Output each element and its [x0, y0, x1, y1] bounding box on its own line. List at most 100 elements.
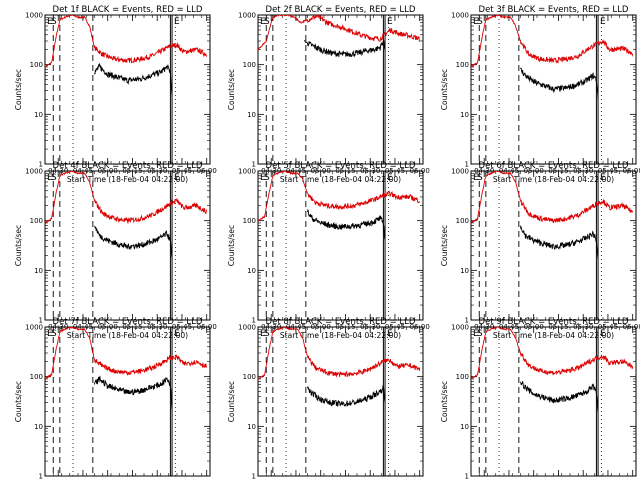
lld-series-line [258, 171, 421, 222]
plot-frame [44, 14, 211, 165]
y-axis-label: Counts/sec [440, 225, 449, 266]
y-tick-label: 100 [456, 373, 469, 381]
event-marker-label: E [387, 173, 393, 183]
event-marker-label: S [264, 329, 270, 339]
events-series-line [520, 67, 599, 101]
event-marker-label: E [260, 329, 266, 339]
y-tick-label: 1000 [451, 168, 469, 176]
plot-frame [44, 326, 211, 477]
y-tick-label: 100 [243, 61, 256, 69]
y-tick-label: 100 [456, 61, 469, 69]
event-marker-label: S [477, 173, 483, 183]
event-marker-label: E [47, 329, 53, 339]
lld-series-line [45, 327, 208, 380]
y-tick-label: 100 [30, 61, 43, 69]
event-marker-label: E [600, 329, 606, 339]
panel-title: Det 4f BLACK = Events, RED = LLD [53, 161, 203, 171]
event-marker-label: E [260, 173, 266, 183]
y-axis-label: Counts/sec [440, 381, 449, 422]
y-tick-label: 1000 [25, 12, 43, 20]
y-tick-label: 1 [252, 161, 256, 169]
y-tick-label: 1 [39, 317, 43, 325]
event-marker-label: E [473, 329, 479, 339]
y-tick-label: 1 [39, 161, 43, 169]
event-marker-label: S [264, 17, 270, 27]
detector-panel-9: Det 9f BLACK = Events, RED = LLD 1 10 100 10… [440, 317, 640, 480]
y-tick-label: 100 [243, 217, 256, 225]
y-tick-label: 100 [30, 217, 43, 225]
event-marker-label: S [51, 329, 57, 339]
y-tick-label: 10 [34, 267, 43, 275]
y-tick-label: 10 [460, 267, 469, 275]
y-axis-label: Counts/sec [227, 69, 236, 110]
events-series-line [520, 225, 599, 260]
y-tick-label: 1000 [238, 12, 256, 20]
y-tick-label: 10 [34, 423, 43, 431]
y-axis-label: Counts/sec [14, 69, 23, 110]
y-axis-label: Counts/sec [14, 381, 23, 422]
events-series-line [303, 40, 386, 58]
events-series-line [94, 375, 173, 413]
panel-title: Det 5f BLACK = Events, RED = LLD [266, 161, 416, 171]
plot-frame [257, 326, 424, 477]
panel-title: Det 1f BLACK = Events, RED = LLD [53, 5, 203, 15]
event-marker-label: S [51, 17, 57, 27]
y-tick-label: 1000 [451, 12, 469, 20]
events-series-line [307, 208, 386, 241]
y-tick-label: 1000 [25, 324, 43, 332]
event-marker-label: E [174, 329, 180, 339]
detector-panel-7: Det 7f BLACK = Events, RED = LLD 1 10 100 10… [14, 317, 217, 480]
plot-frame [257, 170, 424, 321]
y-tick-label: 10 [247, 111, 256, 119]
y-tick-label: 1000 [238, 168, 256, 176]
x-axis-label: Start Time (18-Feb-04 04:22:00) [493, 175, 614, 184]
event-marker-label: S [477, 329, 483, 339]
y-tick-label: 10 [247, 423, 256, 431]
y-tick-label: 1000 [451, 324, 469, 332]
event-marker-label: E [600, 17, 606, 27]
panel-title: Det 2f BLACK = Events, RED = LLD [266, 5, 416, 15]
event-marker-label: E [600, 173, 606, 183]
x-axis-label: Start Time (18-Feb-04 04:22:00) [493, 331, 614, 340]
event-marker-label: E [47, 17, 53, 27]
lld-series-line [258, 327, 421, 380]
y-tick-label: 1 [252, 317, 256, 325]
y-tick-label: 100 [456, 217, 469, 225]
y-axis-label: Counts/sec [227, 381, 236, 422]
y-tick-label: 10 [460, 111, 469, 119]
event-marker-label: E [473, 173, 479, 183]
panel-title: Det 7f BLACK = Events, RED = LLD [53, 317, 203, 327]
x-axis-label: Start Time (18-Feb-04 04:22:00) [280, 331, 401, 340]
event-marker-label: E [174, 17, 180, 27]
y-tick-label: 1 [465, 161, 469, 169]
lld-series-line [471, 327, 634, 380]
y-tick-label: 1 [465, 473, 469, 480]
y-tick-label: 100 [30, 373, 43, 381]
lld-series-line [258, 15, 421, 51]
event-marker-label: S [51, 173, 57, 183]
event-marker-label: E [387, 17, 393, 27]
event-marker-label: E [260, 17, 266, 27]
plot-frame [257, 14, 424, 165]
y-tick-label: 10 [247, 267, 256, 275]
detector-panel-5: Det 5f BLACK = Events, RED = LLD 1 10 100 10… [227, 161, 430, 340]
detector-panel-4: Det 4f BLACK = Events, RED = LLD 1 10 100 10… [14, 161, 217, 340]
event-marker-label: S [477, 17, 483, 27]
panel-title: Det 3f BLACK = Events, RED = LLD [479, 5, 629, 15]
detector-panel-1: Det 1f BLACK = Events, RED = LLD 1 10 100 10… [14, 5, 217, 184]
y-tick-label: 100 [243, 373, 256, 381]
event-marker-label: S [264, 173, 270, 183]
event-marker-label: E [473, 17, 479, 27]
event-marker-label: E [174, 173, 180, 183]
detector-panel-2: Det 2f BLACK = Events, RED = LLD 1 10 100 10… [227, 5, 430, 184]
lld-series-line [471, 15, 634, 68]
lld-series-line [471, 171, 634, 224]
events-series-line [520, 381, 599, 414]
y-tick-label: 10 [460, 423, 469, 431]
panel-title: Det 9f BLACK = Events, RED = LLD [479, 317, 629, 327]
y-tick-label: 1 [252, 473, 256, 480]
detector-panel-3: Det 3f BLACK = Events, RED = LLD 1 10 100 10… [440, 5, 640, 184]
detector-panel-6: Det 6f BLACK = Events, RED = LLD 1 10 100 10… [440, 161, 640, 340]
y-axis-label: Counts/sec [440, 69, 449, 110]
